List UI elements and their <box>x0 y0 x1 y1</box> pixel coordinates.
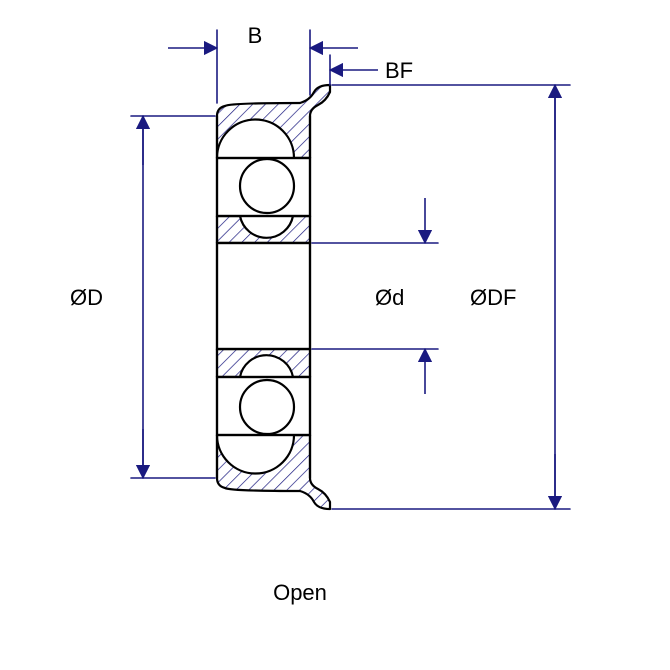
dimension-BF: BF <box>330 55 413 85</box>
ball-top <box>240 159 294 213</box>
label-D: ØD <box>70 285 103 310</box>
bearing-cross-section-diagram: B BF ØD Ød ØDF Open <box>0 0 670 670</box>
caption-text: Open <box>273 580 327 605</box>
label-DF: ØDF <box>470 285 516 310</box>
inner-ring-top-hatch <box>217 216 310 243</box>
outer-ring-top-hatch <box>217 85 330 158</box>
dimension-DF: ØDF <box>332 85 570 509</box>
dimension-D: ØD <box>70 116 215 478</box>
outer-ring-bottom-hatch <box>217 435 330 509</box>
bore-region <box>217 243 310 349</box>
ball-bottom <box>240 380 294 434</box>
dimension-d: Ød <box>312 198 438 394</box>
inner-ring-bottom-hatch <box>217 349 310 377</box>
label-B: B <box>248 23 263 48</box>
label-BF: BF <box>385 58 413 83</box>
label-d: Ød <box>375 285 404 310</box>
